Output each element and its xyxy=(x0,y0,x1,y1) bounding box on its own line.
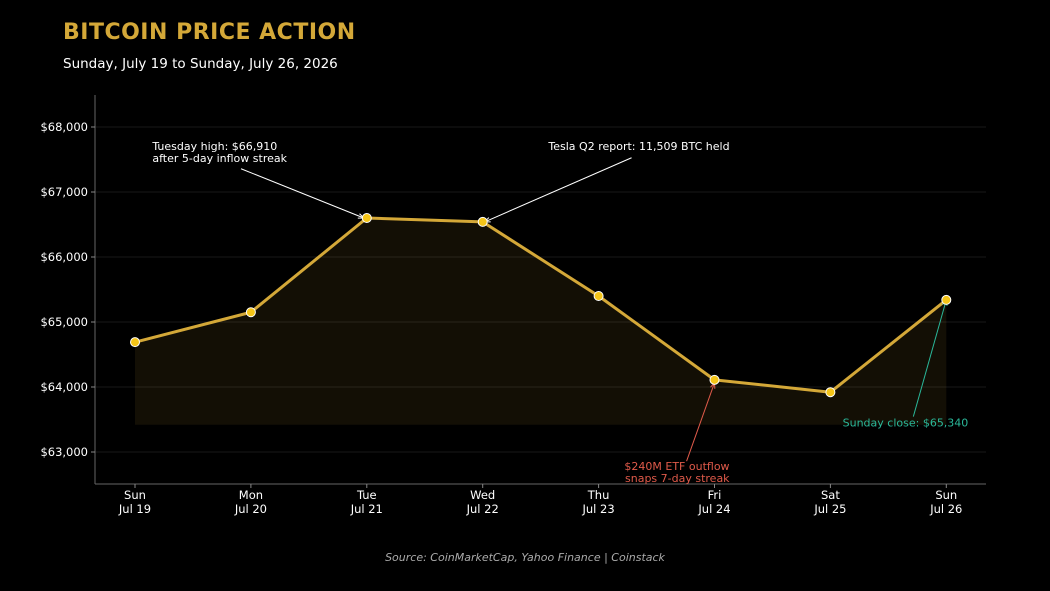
annotation-arrow xyxy=(686,382,715,462)
data-markers xyxy=(130,213,952,398)
data-point xyxy=(477,216,488,227)
annotation-text: Tesla Q2 report: 11,509 BTC held xyxy=(547,140,729,153)
x-tick-label: Sun Jul 26 xyxy=(929,488,962,516)
x-tick-label: Sat Jul 25 xyxy=(813,488,846,516)
chart-title: BITCOIN PRICE ACTION xyxy=(63,20,356,45)
y-tick-label: $63,000 xyxy=(40,445,88,459)
annotations: Tuesday high: $66,910 after 5-day inflow … xyxy=(151,140,968,485)
x-tick-label: Fri Jul 24 xyxy=(697,488,730,516)
y-tick-label: $65,000 xyxy=(40,315,88,329)
data-point xyxy=(593,291,604,301)
axes xyxy=(94,95,986,485)
chart-subtitle: Sunday, July 19 to Sunday, July 26, 2026 xyxy=(63,56,338,72)
price-line xyxy=(134,216,948,394)
y-tick-label: $64,000 xyxy=(40,380,88,394)
annotation-arrow xyxy=(912,299,947,417)
area-fill xyxy=(135,218,947,425)
y-tick-label: $66,000 xyxy=(40,250,88,264)
annotation-text: Sunday close: $65,340 xyxy=(843,417,969,430)
x-axis-ticks: Sun Jul 19 Mon Jul 20 Tue Jul 21 Wed Jul 22 Thu J… xyxy=(118,484,962,516)
area-under-line xyxy=(135,218,947,425)
annotation-arrow xyxy=(240,168,364,219)
x-tick-label: Thu Jul 23 xyxy=(582,488,615,516)
data-point xyxy=(825,387,836,398)
annotation-arrow xyxy=(484,157,632,223)
x-tick-label: Wed Jul 22 xyxy=(466,488,499,516)
y-tick-label: $68,000 xyxy=(40,120,88,134)
price-series xyxy=(134,216,948,394)
data-point xyxy=(941,294,952,305)
data-point xyxy=(361,213,372,223)
annotation-text: Tuesday high: $66,910 after 5-day inflow … xyxy=(151,140,287,165)
x-tick-label: Tue Jul 21 xyxy=(350,488,383,516)
data-point xyxy=(130,337,140,348)
y-axis-ticks: $63,000 $64,000 $65,000 $66,000 $67,000 $68,0… xyxy=(40,120,95,459)
x-tick-label: Sun Jul 19 xyxy=(118,488,151,516)
y-tick-label: $67,000 xyxy=(40,185,88,199)
source-note: Source: CoinMarketCap, Yahoo Finance | C… xyxy=(385,551,665,564)
annotation-text: $240M ETF outflow snaps 7-day streak xyxy=(624,460,730,485)
data-point xyxy=(245,307,256,318)
data-point xyxy=(709,374,720,385)
x-tick-label: Mon Jul 20 xyxy=(234,488,267,516)
